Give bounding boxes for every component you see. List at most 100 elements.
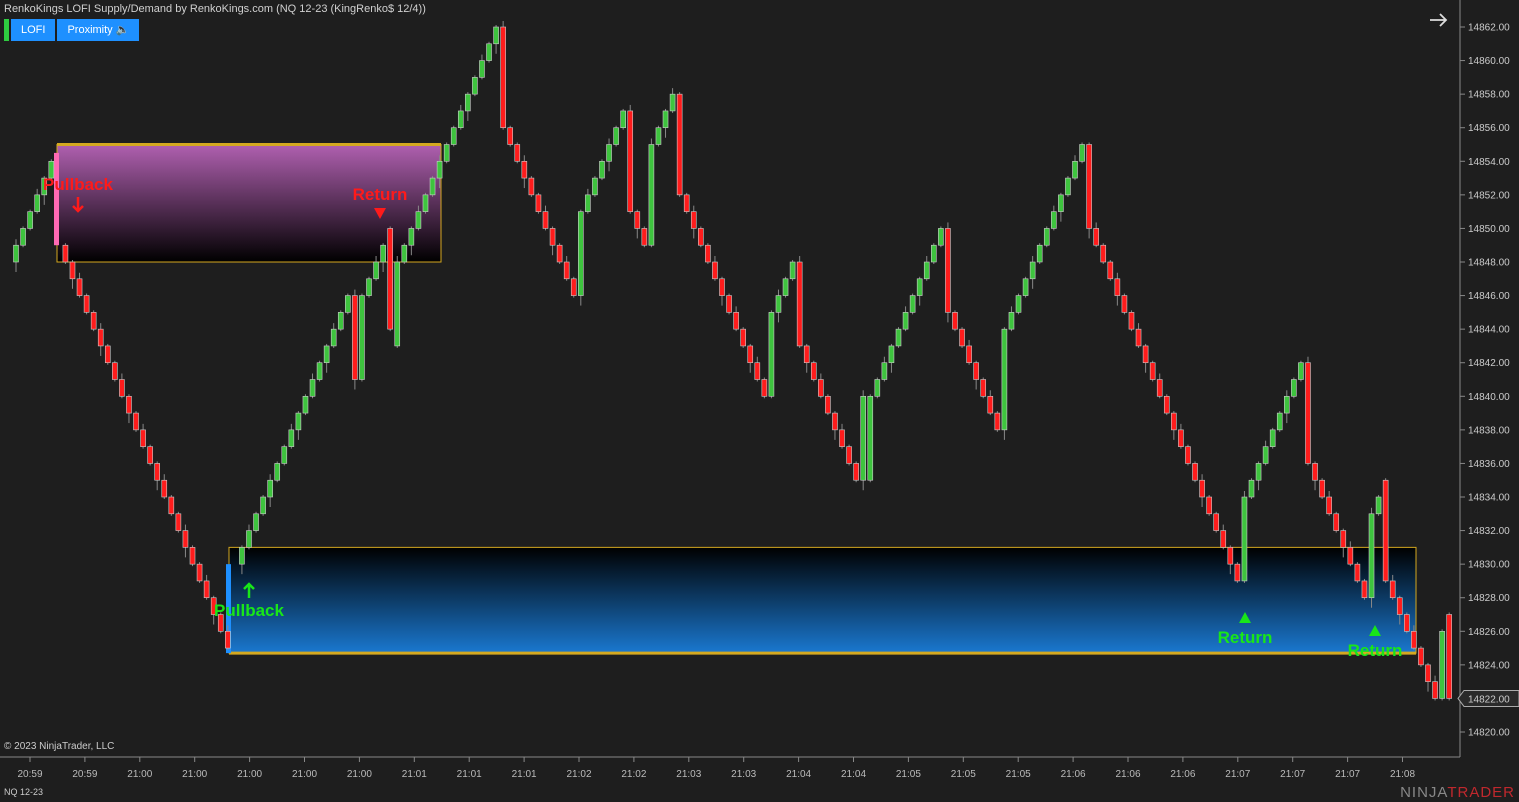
candle-up xyxy=(1298,360,1304,382)
candle-down xyxy=(1142,343,1149,373)
lofi-button[interactable]: LOFI xyxy=(11,19,56,41)
candle-body xyxy=(161,479,168,498)
candle-body xyxy=(1206,496,1212,515)
candle-body xyxy=(1227,547,1234,565)
candle-body xyxy=(1128,312,1135,330)
candle-up xyxy=(923,256,930,281)
candle-body xyxy=(217,614,224,632)
candle-down xyxy=(1326,491,1332,516)
candle-up xyxy=(1255,461,1262,491)
annotation-label: Return xyxy=(1218,628,1273,647)
candle-body xyxy=(973,362,979,380)
candle-body xyxy=(225,630,231,649)
y-tick-label: 14852.00 xyxy=(1468,190,1510,201)
candle-up xyxy=(1368,507,1375,608)
candle-body xyxy=(1072,160,1078,179)
candle-down xyxy=(76,272,83,298)
candle-body xyxy=(1347,547,1354,565)
candle-down xyxy=(839,423,845,449)
candle-body xyxy=(1171,412,1177,431)
candle-body xyxy=(698,228,704,246)
candle-up xyxy=(1058,192,1064,222)
candle-body xyxy=(1446,614,1452,699)
candle-body xyxy=(1036,244,1043,263)
candle-body xyxy=(1291,379,1297,397)
candle-body xyxy=(90,312,97,330)
candle-body xyxy=(556,244,563,263)
candle-down xyxy=(1149,360,1156,382)
candle-up xyxy=(41,176,48,205)
candle-body xyxy=(634,211,641,229)
candle-body xyxy=(1156,379,1163,397)
candle-down xyxy=(528,176,535,197)
candle-body xyxy=(1425,664,1431,682)
candle-body xyxy=(281,446,288,464)
x-tick-label: 21:06 xyxy=(1061,769,1086,780)
candle-body xyxy=(352,295,358,380)
candle-body xyxy=(1368,513,1375,599)
candle-up xyxy=(274,461,281,483)
candle-body xyxy=(514,144,521,162)
candle-up xyxy=(916,276,923,306)
candle-body xyxy=(521,160,528,179)
candle-body xyxy=(930,244,937,263)
x-tick-label: 21:00 xyxy=(292,769,317,780)
candle-down xyxy=(352,289,358,390)
candle-up xyxy=(768,310,775,399)
candle-down xyxy=(90,310,97,332)
x-tick-label: 21:05 xyxy=(951,769,976,780)
candle-body xyxy=(189,547,196,565)
candle-up xyxy=(1015,293,1022,315)
candle-up xyxy=(1036,243,1043,265)
triangle-up-icon xyxy=(1369,625,1381,636)
candle-body xyxy=(1269,429,1276,447)
arrow-right-icon[interactable] xyxy=(1430,13,1448,27)
candle-body xyxy=(620,110,626,129)
candle-up xyxy=(613,125,619,147)
candle-body xyxy=(712,261,718,280)
candle-body xyxy=(34,194,40,212)
annotation-label: Pullback xyxy=(214,601,284,620)
candle-body xyxy=(994,412,1001,431)
candle-up xyxy=(246,524,252,550)
candle-up xyxy=(1276,411,1283,432)
candle-down xyxy=(175,511,182,533)
candle-up xyxy=(938,226,944,248)
x-tick-label: 21:00 xyxy=(237,769,262,780)
proximity-button[interactable]: Proximity 🔈 xyxy=(57,19,140,41)
candle-body xyxy=(641,228,648,246)
candle-down xyxy=(1213,511,1219,533)
candle-up xyxy=(1001,327,1008,440)
x-tick-label: 21:02 xyxy=(621,769,646,780)
x-tick-label: 21:04 xyxy=(786,769,811,780)
candle-down xyxy=(182,524,189,558)
candle-down xyxy=(754,356,761,382)
candle-body xyxy=(895,328,902,347)
candle-body xyxy=(1255,463,1262,481)
candle-body xyxy=(316,362,323,380)
candle-body xyxy=(1100,244,1107,263)
candle-up xyxy=(860,390,867,491)
candle-body xyxy=(719,278,725,296)
candle-body xyxy=(1065,177,1071,196)
candle-body xyxy=(457,110,464,129)
candle-body xyxy=(846,446,852,464)
candle-body xyxy=(1163,395,1170,414)
candle-down xyxy=(761,377,768,399)
candle-up xyxy=(1262,440,1269,466)
candle-up xyxy=(655,125,662,147)
candle-up xyxy=(281,444,288,466)
arrow-down-icon xyxy=(72,197,84,213)
candle-body xyxy=(747,345,754,364)
candle-body xyxy=(1142,345,1149,364)
candle-up xyxy=(648,138,655,248)
candle-body xyxy=(330,328,337,347)
candle-body xyxy=(41,177,48,196)
candle-down xyxy=(563,256,570,281)
candle-down xyxy=(1135,323,1142,348)
candle-down xyxy=(987,390,994,416)
x-tick-label: 21:06 xyxy=(1170,769,1195,780)
x-tick-label: 21:04 xyxy=(841,769,866,780)
candle-body xyxy=(1396,597,1403,615)
